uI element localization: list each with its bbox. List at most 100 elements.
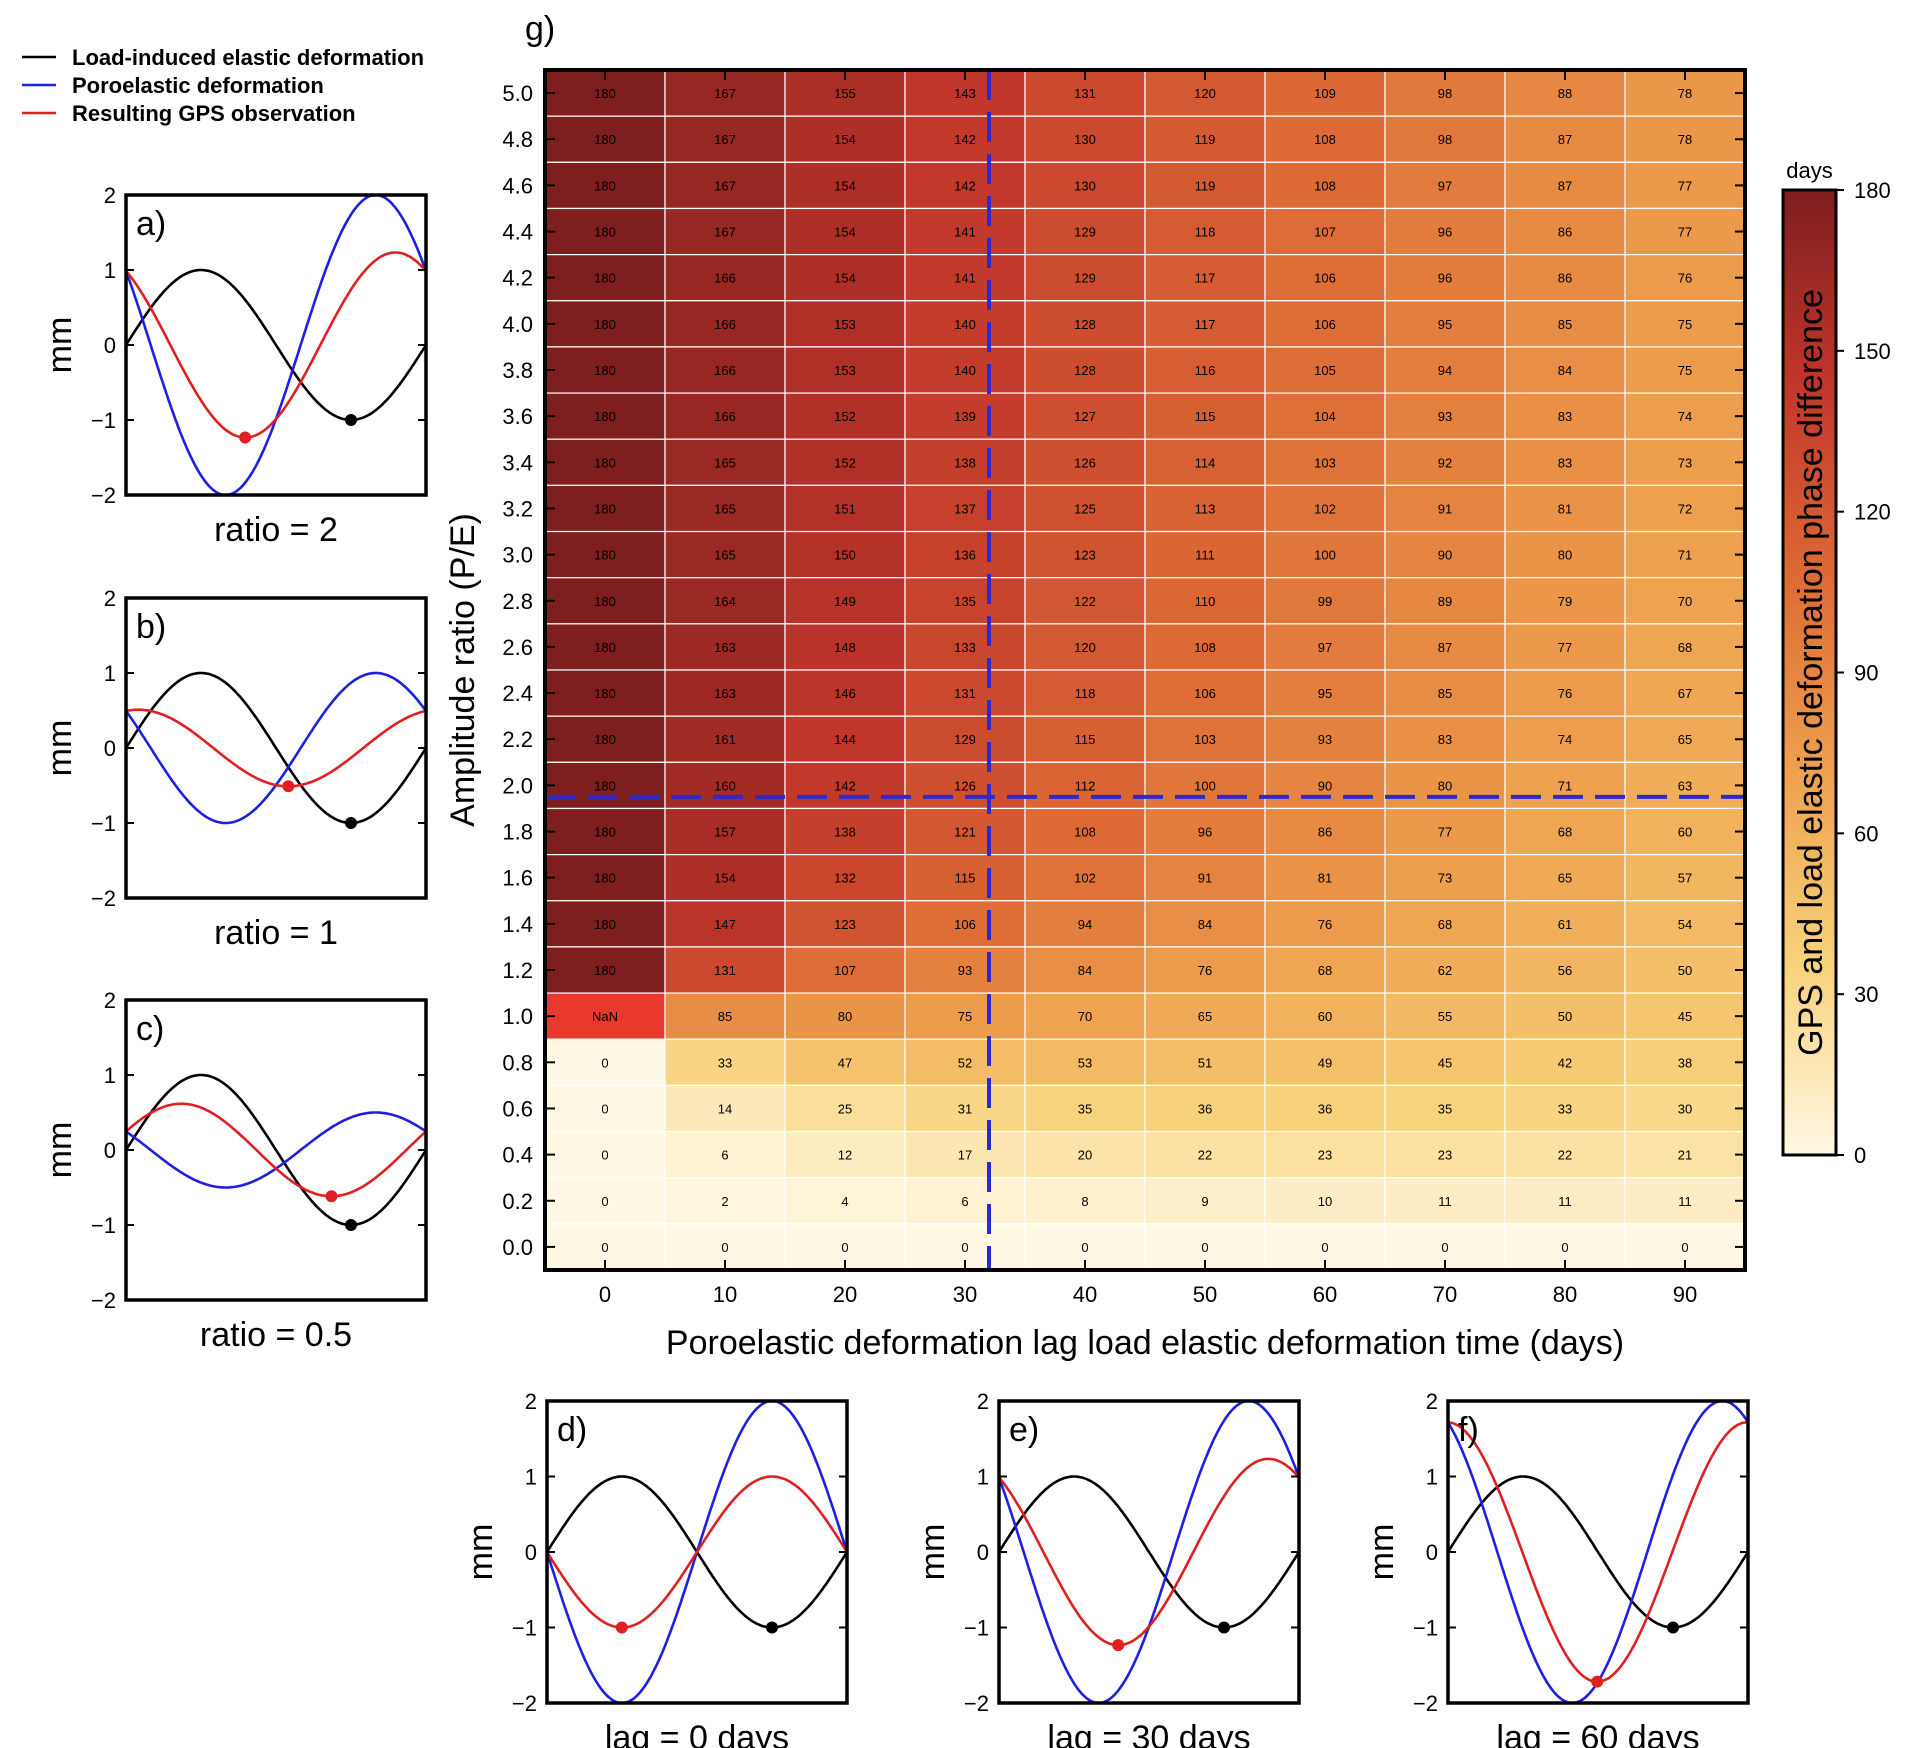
heatmap-cell xyxy=(1504,161,1626,210)
heatmap-cell-label: 128 xyxy=(1074,317,1096,332)
heatmap-cell xyxy=(1144,438,1266,486)
y-tick-label: 0.2 xyxy=(502,1189,533,1214)
heatmap-cell-label: 91 xyxy=(1438,501,1452,516)
y-tick-label: −2 xyxy=(512,1691,537,1716)
heatmap-cell xyxy=(1024,207,1146,256)
y-tick-label: 1 xyxy=(525,1465,537,1490)
heatmap-cell-label: 11 xyxy=(1678,1194,1692,1209)
heatmap-cell xyxy=(1024,577,1146,625)
heatmap-cell xyxy=(784,1084,906,1133)
y-axis-title: mm xyxy=(914,1524,952,1581)
y-tick-label: 0 xyxy=(977,1540,989,1565)
heatmap-cell-label: 33 xyxy=(718,1055,732,1070)
heatmap-cell-label: 135 xyxy=(954,594,976,609)
heatmap-cell xyxy=(1144,854,1266,902)
y-tick-label: 4.2 xyxy=(502,266,533,291)
heatmap-cell-label: 4 xyxy=(841,1194,848,1209)
elastic-minimum-point xyxy=(345,817,357,829)
heatmap-cell-label: 148 xyxy=(834,640,856,655)
heatmap-cell-label: 117 xyxy=(1195,317,1216,332)
heatmap-cell-label: 130 xyxy=(1074,178,1096,193)
heatmap-cell-label: 9 xyxy=(1201,1194,1208,1209)
heatmap-cell xyxy=(1024,1130,1146,1179)
heatmap-cell-label: 49 xyxy=(1318,1055,1332,1070)
heatmap-cell xyxy=(664,715,786,763)
heatmap-cell xyxy=(664,900,786,948)
x-tick-label: 90 xyxy=(1673,1282,1697,1307)
elastic-curve xyxy=(126,268,426,422)
panel-label: e) xyxy=(1009,1411,1039,1449)
y-tick-label: 1 xyxy=(1426,1465,1438,1490)
y-tick-label: −2 xyxy=(91,483,116,508)
gps-curve xyxy=(547,1475,847,1629)
heatmap-cell-label: 129 xyxy=(954,732,976,747)
heatmap-cell-label: 25 xyxy=(838,1101,852,1116)
y-axis-title: mm xyxy=(41,720,79,777)
heatmap-cell xyxy=(1024,254,1146,302)
heatmap-cell-label: NaN xyxy=(592,1009,618,1024)
heatmap-cell-label: 68 xyxy=(1318,963,1332,978)
heatmap-cell xyxy=(1624,807,1746,856)
heatmap-cell-label: 180 xyxy=(594,917,616,932)
heatmap-cell xyxy=(1264,992,1386,1040)
heatmap-cell xyxy=(1024,623,1146,671)
heatmap-cell xyxy=(904,161,1026,210)
heatmap-cell-label: 84 xyxy=(1558,363,1572,378)
heatmap-cell-label: 6 xyxy=(721,1148,728,1163)
heatmap-cell xyxy=(904,300,1026,348)
heatmap-cell xyxy=(1624,438,1746,486)
y-axis-title: mm xyxy=(41,317,79,374)
heatmap-cell-label: 180 xyxy=(594,640,616,655)
heatmap-cell xyxy=(1264,392,1386,440)
heatmap-cell xyxy=(1504,392,1626,440)
panel-subtitle: ratio = 0.5 xyxy=(200,1316,352,1354)
heatmap-cell-label: 136 xyxy=(954,548,976,563)
heatmap-cell-label: 161 xyxy=(714,732,736,747)
heatmap-cell-label: 72 xyxy=(1678,501,1692,516)
y-tick-label: 0.0 xyxy=(502,1235,533,1260)
x-tick-label: 50 xyxy=(1193,1282,1217,1307)
heatmap-cell-label: 129 xyxy=(1074,225,1096,240)
heatmap-cell-label: 154 xyxy=(834,132,856,147)
heatmap-cell-label: 106 xyxy=(1314,317,1336,332)
heatmap-cell xyxy=(1024,1038,1146,1086)
heatmap-cell-label: 103 xyxy=(1194,732,1216,747)
heatmap-cell xyxy=(784,623,906,671)
heatmap-cell-label: 180 xyxy=(594,317,616,332)
heatmap-cell-label: 167 xyxy=(714,132,736,147)
heatmap-cell-label: 92 xyxy=(1438,455,1452,470)
heatmap-cell xyxy=(904,761,1026,810)
x-tick-label: 0 xyxy=(599,1282,611,1307)
line-panel-b: 2 1 0 −1 −2 mm ratio = 1 b) xyxy=(41,586,428,952)
heatmap-cell-label: 129 xyxy=(1074,271,1096,286)
y-tick-label: 2.2 xyxy=(502,727,533,752)
y-tick-label: −1 xyxy=(964,1616,989,1641)
heatmap-cell-label: 65 xyxy=(1678,732,1692,747)
y-tick-label: 0.8 xyxy=(502,1050,533,1075)
heatmap-cell-label: 126 xyxy=(954,778,976,793)
heatmap-cell-label: 113 xyxy=(1195,501,1216,516)
panel-label: g) xyxy=(525,10,555,48)
heatmap-cell-label: 180 xyxy=(594,778,616,793)
heatmap-cell-label: 36 xyxy=(1198,1101,1212,1116)
y-tick-label: −1 xyxy=(91,1213,116,1238)
heatmap-cell-label: 167 xyxy=(714,225,736,240)
x-tick-label: 60 xyxy=(1313,1282,1337,1307)
heatmap-cell xyxy=(1144,254,1266,302)
elastic-minimum-point xyxy=(1667,1621,1679,1634)
y-tick-label: 0.6 xyxy=(502,1096,533,1121)
heatmap-cell xyxy=(664,669,786,717)
gps-minimum-point xyxy=(239,431,252,444)
line-panel-a: 2 1 0 −1 −2 mm ratio = 2 a) xyxy=(41,183,428,549)
heatmap-cell xyxy=(1624,254,1746,302)
line-panel-e: 2 1 0 −1 −2 mm lag = 30 days e) xyxy=(914,1389,1301,1748)
y-tick-label: 3.8 xyxy=(502,358,533,383)
y-tick-label: −1 xyxy=(1413,1616,1438,1641)
heatmap-cell-label: 86 xyxy=(1318,825,1332,840)
heatmap-cell xyxy=(1504,1130,1626,1179)
heatmap-cell xyxy=(1504,438,1626,486)
heatmap-cell xyxy=(1624,161,1746,210)
heatmap-cell xyxy=(1264,669,1386,717)
heatmap-cell xyxy=(904,854,1026,902)
